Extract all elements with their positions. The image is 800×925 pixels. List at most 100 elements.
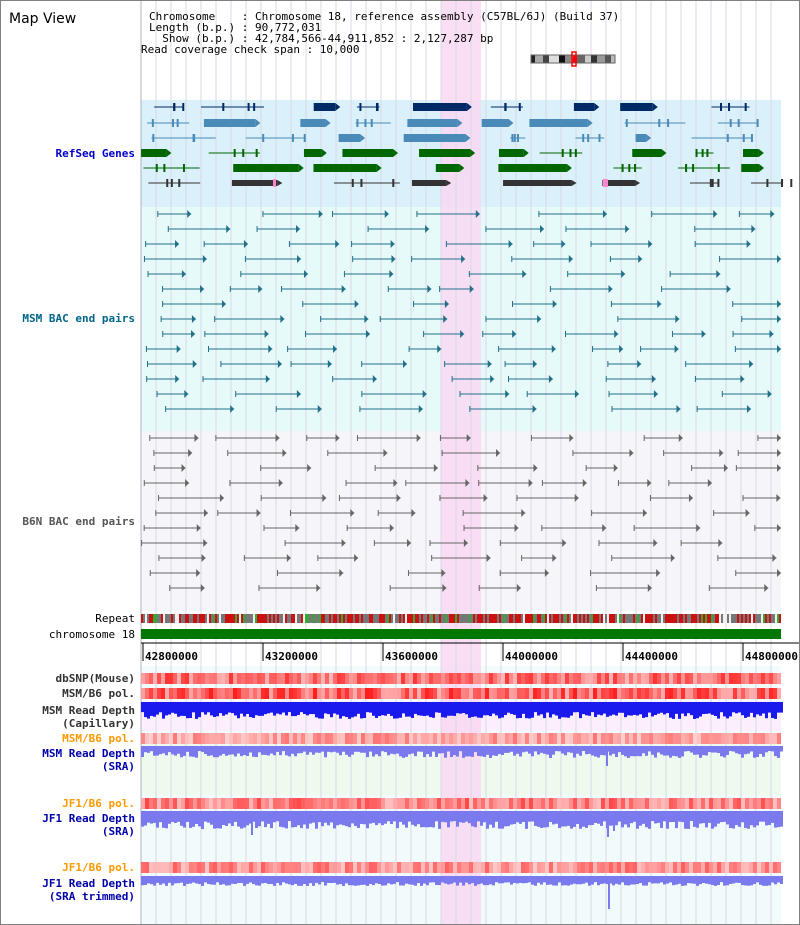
repeat-mark — [367, 614, 369, 623]
repeat-mark — [297, 614, 299, 623]
jf1-pol-label[interactable]: JF1/B6 pol. — [62, 797, 135, 810]
depth-bar — [318, 702, 321, 719]
polymorphism-cell — [177, 733, 181, 744]
depth-bar — [408, 702, 411, 717]
repeat-mark — [483, 614, 485, 623]
depth-bar — [768, 876, 771, 886]
msm-depth-sra-label[interactable]: MSM Read Depth (SRA) — [3, 747, 135, 773]
repeat-mark — [731, 614, 733, 623]
depth-bar — [567, 746, 570, 753]
depth-bar — [780, 702, 783, 713]
depth-bar — [750, 702, 753, 713]
polymorphism-cell — [589, 673, 593, 684]
polymorphism-cell — [737, 733, 741, 744]
polymorphism-cell — [417, 862, 421, 873]
depth-bar — [756, 746, 759, 758]
polymorphism-cell — [185, 688, 189, 699]
bac-end-arrow — [777, 434, 781, 442]
depth-bar — [708, 876, 711, 885]
depth-bar — [573, 811, 576, 827]
ideogram-band — [611, 55, 615, 63]
gene-block — [743, 149, 759, 157]
depth-bar — [396, 702, 399, 719]
msm-bac-label[interactable]: MSM BAC end pairs — [22, 312, 135, 325]
depth-bar — [708, 702, 711, 714]
depth-bar — [639, 702, 642, 715]
depth-bar — [432, 746, 435, 752]
polymorphism-cell — [409, 798, 413, 809]
repeat-mark — [283, 614, 285, 623]
repeat-mark — [161, 614, 163, 623]
depth-bar — [249, 746, 252, 753]
polymorphism-cell — [685, 862, 689, 873]
polymorphism-cell — [753, 862, 757, 873]
bac-end-arrow — [322, 494, 327, 502]
depth-bar — [621, 811, 624, 828]
repeat-mark — [435, 614, 437, 623]
polymorphism-cell — [257, 688, 261, 699]
bac-end-arrow — [219, 494, 224, 502]
msm-depth-capillary-label[interactable]: MSM Read Depth (Capillary) — [3, 704, 135, 730]
polymorphism-cell — [421, 688, 425, 699]
repeat-mark — [747, 614, 749, 623]
repeat-mark — [689, 614, 691, 623]
polymorphism-cell — [565, 798, 569, 809]
depth-bar — [240, 702, 243, 714]
repeat-mark — [167, 614, 169, 623]
depth-bar — [420, 702, 423, 716]
polymorphism-cell — [449, 688, 453, 699]
depth-bar — [315, 702, 318, 718]
depth-bar — [510, 811, 513, 825]
polymorphism-cell — [681, 733, 685, 744]
polymorphism-cell — [513, 673, 517, 684]
repeat-mark — [439, 614, 441, 623]
polymorphism-cell — [469, 688, 473, 699]
polymorphism-cell — [241, 733, 245, 744]
depth-bar — [270, 702, 273, 713]
repeat-mark — [469, 614, 471, 623]
depth-bar — [585, 876, 588, 883]
depth-bar — [396, 876, 399, 883]
jf1-depth-label[interactable]: JF1 Read Depth (SRA) — [3, 812, 135, 838]
msm-pol-sra-label[interactable]: MSM/B6 pol. — [62, 732, 135, 745]
depth-bar — [171, 702, 174, 713]
bac-end-arrow — [243, 240, 248, 248]
repeat-mark — [403, 614, 405, 623]
repeat-mark — [295, 614, 297, 623]
refseq-genes-label[interactable]: RefSeq Genes — [55, 147, 135, 160]
depth-bar — [693, 702, 696, 719]
jf1-depth-trimmed-label[interactable]: JF1 Read Depth (SRA trimmed) — [3, 877, 135, 903]
polymorphism-cell — [541, 673, 545, 684]
depth-bar — [501, 876, 504, 884]
polymorphism-cell — [461, 688, 465, 699]
bac-end-arrow — [372, 375, 377, 383]
polymorphism-cell — [773, 733, 777, 744]
polymorphism-cell — [565, 688, 569, 699]
repeat-mark — [303, 614, 305, 623]
depth-bar — [744, 746, 747, 755]
depth-bar — [660, 746, 663, 755]
depth-bar — [384, 811, 387, 824]
dbsnp-label[interactable]: dbSNP(Mouse) — [55, 672, 135, 685]
msm-pol-capillary-label[interactable]: MSM/B6 pol. — [62, 687, 135, 700]
polymorphism-cell — [309, 862, 313, 873]
depth-bar — [426, 746, 429, 755]
bac-end-arrow — [437, 345, 442, 353]
depth-bar — [180, 746, 183, 758]
polymorphism-cell — [337, 673, 341, 684]
b6n-bac-label[interactable]: B6N BAC end pairs — [22, 515, 135, 528]
polymorphism-cell — [757, 798, 761, 809]
jf1-pol2-label[interactable]: JF1/B6 pol. — [62, 861, 135, 874]
gene-block — [498, 149, 524, 157]
depth-bar — [618, 876, 621, 885]
depth-bar — [513, 746, 516, 756]
polymorphism-cell — [429, 798, 433, 809]
depth-bar — [588, 702, 591, 716]
polymorphism-cell — [397, 862, 401, 873]
depth-bar — [585, 702, 588, 716]
depth-bar — [291, 702, 294, 717]
depth-bar — [294, 876, 297, 884]
polymorphism-cell — [165, 733, 169, 744]
depth-bar — [678, 702, 681, 719]
